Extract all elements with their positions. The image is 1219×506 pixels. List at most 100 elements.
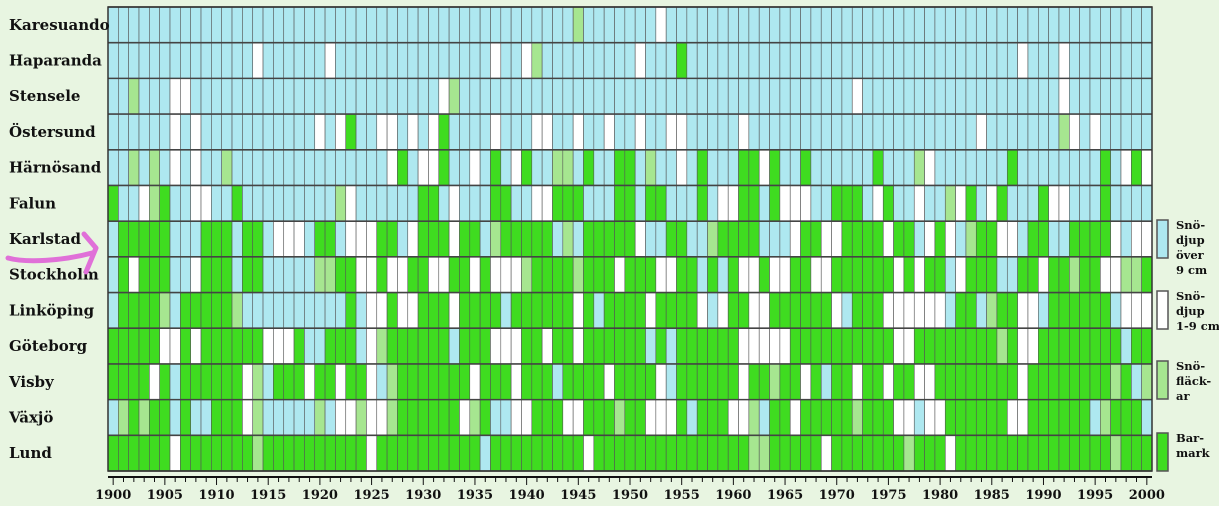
heatmap-cell <box>893 149 905 186</box>
heatmap-cell <box>882 149 894 186</box>
heatmap-cell <box>417 113 429 151</box>
heatmap-cell <box>727 113 739 151</box>
heatmap-cell <box>645 220 657 258</box>
heatmap-cell <box>583 292 595 329</box>
heatmap-cell <box>293 399 305 436</box>
heatmap-cell <box>665 113 677 151</box>
heatmap-cell <box>345 435 357 472</box>
heatmap-cell <box>717 78 729 115</box>
heatmap-cell <box>758 78 770 115</box>
heatmap-cell <box>769 363 781 400</box>
city-label: Stockholm <box>9 266 99 284</box>
heatmap-cell <box>1006 149 1018 186</box>
heatmap-cell <box>913 113 925 151</box>
heatmap-cell <box>748 220 760 258</box>
heatmap-cell <box>273 327 285 365</box>
heatmap-cell <box>934 327 946 365</box>
heatmap-cell <box>407 363 419 400</box>
heatmap-cell <box>986 327 998 365</box>
heatmap-cell <box>479 256 491 293</box>
heatmap-cell <box>572 42 584 79</box>
heatmap-cell <box>459 292 471 329</box>
heatmap-cell <box>149 292 160 329</box>
heatmap-cell <box>676 149 688 186</box>
heatmap-cell <box>996 292 1008 329</box>
heatmap-cell <box>583 399 595 436</box>
heatmap-cell <box>707 149 719 186</box>
heatmap-cell <box>386 113 398 151</box>
heatmap-cell <box>345 78 357 115</box>
heatmap-cell <box>1048 435 1060 472</box>
heatmap-cell <box>335 185 347 222</box>
heatmap-cell <box>851 42 863 79</box>
heatmap-cell <box>541 185 553 222</box>
heatmap-cell <box>304 399 316 436</box>
heatmap-cell <box>190 256 202 293</box>
heatmap-cell <box>1131 6 1142 43</box>
heatmap-cell <box>479 292 491 329</box>
heatmap-cell <box>996 220 1008 258</box>
heatmap-cell <box>283 327 295 365</box>
heatmap-cell <box>996 185 1008 222</box>
heatmap-cell <box>655 435 667 472</box>
heatmap-cell <box>1017 42 1029 79</box>
heatmap-cell <box>541 220 553 258</box>
heatmap-cell <box>882 327 894 365</box>
heatmap-cell <box>242 363 254 400</box>
heatmap-cell <box>748 363 760 400</box>
heatmap-cell <box>944 435 956 472</box>
heatmap-cell <box>903 220 915 258</box>
heatmap-cell <box>521 185 533 222</box>
heatmap-cell <box>149 185 160 222</box>
heatmap-cell <box>676 42 688 79</box>
heatmap-cell <box>965 435 977 472</box>
heatmap-cell <box>1006 185 1018 222</box>
heatmap-cell <box>758 292 770 329</box>
heatmap-cell <box>1089 185 1101 222</box>
heatmap-cell <box>531 149 543 186</box>
heatmap-cell <box>1110 327 1122 365</box>
heatmap-cell <box>1017 113 1029 151</box>
heatmap-cell <box>779 363 791 400</box>
heatmap-cell <box>944 327 956 365</box>
heatmap-cell <box>335 6 347 43</box>
heatmap-cell <box>800 149 812 186</box>
heatmap-cell <box>1089 220 1101 258</box>
heatmap-cell <box>107 42 119 79</box>
heatmap-cell <box>366 256 378 293</box>
heatmap-cell <box>634 435 646 472</box>
heatmap-cell <box>1048 363 1060 400</box>
heatmap-cell <box>655 78 667 115</box>
heatmap-cell <box>355 149 367 186</box>
heatmap-cell <box>717 6 729 43</box>
heatmap-cell <box>293 435 305 472</box>
heatmap-cell <box>448 149 460 186</box>
heatmap-cell <box>1027 256 1039 293</box>
heatmap-cell <box>138 399 150 436</box>
heatmap-cell <box>459 78 471 115</box>
heatmap-cell <box>138 327 150 365</box>
heatmap-cell <box>159 113 171 151</box>
heatmap-cell <box>118 185 129 222</box>
heatmap-cell <box>448 292 460 329</box>
heatmap-cell <box>1069 185 1080 222</box>
x-tick-label: 1910 <box>198 488 234 503</box>
heatmap-cell <box>769 256 781 293</box>
heatmap-cell <box>831 113 843 151</box>
heatmap-cell <box>686 363 698 400</box>
heatmap-cell <box>335 42 347 79</box>
heatmap-cell <box>1006 327 1018 365</box>
heatmap-cell <box>955 327 967 365</box>
heatmap-cell <box>955 113 967 151</box>
heatmap-cell <box>459 6 471 43</box>
heatmap-cell <box>273 363 285 400</box>
heatmap-cell <box>293 42 305 79</box>
heatmap-cell <box>986 292 998 329</box>
heatmap-cell <box>479 42 491 79</box>
heatmap-cell <box>149 399 160 436</box>
heatmap-cell <box>717 435 729 472</box>
heatmap-cell <box>893 363 905 400</box>
heatmap-cell <box>707 363 719 400</box>
heatmap-cell <box>1048 6 1060 43</box>
heatmap-cell <box>810 292 822 329</box>
